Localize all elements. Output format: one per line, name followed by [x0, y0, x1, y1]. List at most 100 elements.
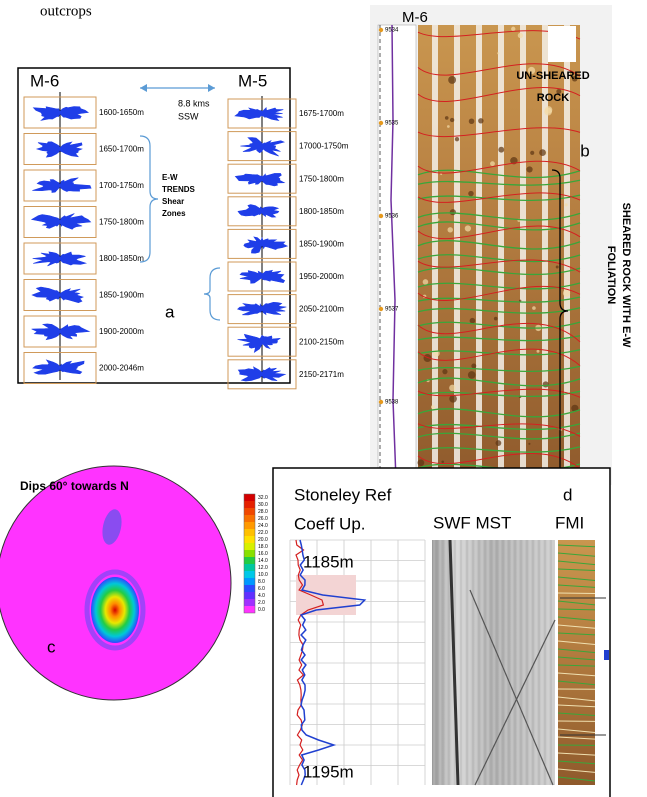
- depth-label: 1950-2000m: [299, 272, 344, 281]
- note-text: TRENDS: [162, 185, 196, 194]
- fmi-trace: [557, 632, 596, 636]
- rose-box: [23, 279, 97, 311]
- texture: [430, 405, 435, 409]
- texture: [417, 459, 425, 467]
- texture: [517, 32, 524, 39]
- texture: [556, 88, 562, 94]
- colorbar-label: 0.0: [258, 607, 265, 613]
- depth-marker: [378, 306, 384, 312]
- foliation-trace: [417, 307, 581, 314]
- texture: [453, 33, 457, 37]
- texture: [446, 125, 450, 128]
- texture: [444, 116, 449, 120]
- colorbar-swatch: [244, 522, 255, 529]
- fmi-trace: [557, 624, 596, 629]
- rose-diagram: [35, 141, 83, 158]
- texture: [564, 203, 568, 207]
- texture: [527, 66, 536, 75]
- colorbar-swatch: [244, 592, 255, 599]
- texture: [536, 349, 540, 353]
- texture: [532, 306, 536, 310]
- well-label: M-6: [30, 71, 59, 90]
- fmi-trace: [557, 752, 596, 756]
- depth-label: 2150-2171m: [299, 370, 344, 379]
- texture: [454, 137, 460, 142]
- texture: [497, 52, 500, 55]
- texture: [544, 107, 552, 116]
- foliation-trace: [417, 239, 581, 250]
- foliation-trace: [417, 296, 581, 303]
- texture: [441, 460, 445, 464]
- rose-box: [23, 206, 97, 238]
- depth-label: 1650-1700m: [99, 145, 144, 154]
- rose-diagram: [237, 333, 281, 353]
- depth-mark: 9535: [385, 121, 399, 127]
- depth-label: 1750-1800m: [299, 174, 344, 183]
- rose-diagram: [30, 213, 92, 230]
- wave-arrival: [469, 589, 554, 786]
- depth-label: 1850-1900m: [99, 291, 144, 300]
- fracture-trace: [417, 423, 581, 437]
- fmi-trace: [557, 584, 596, 588]
- foliation-trace: [417, 169, 581, 179]
- texture: [542, 381, 549, 388]
- foliation-trace: [417, 390, 581, 398]
- fmi-trace: [557, 576, 596, 581]
- zone-label: UN-SHEARED: [516, 70, 589, 82]
- depth-label: 1600-1650m: [99, 108, 144, 117]
- zone-label: FOLIATION: [605, 246, 617, 305]
- fmi-trace: [557, 544, 596, 548]
- colorbar-label: 2.0: [258, 600, 265, 606]
- note-text: Shear: [162, 197, 184, 206]
- rose-diagram: [32, 177, 92, 193]
- colorbar-swatch: [244, 536, 255, 543]
- colorbar-swatch: [244, 557, 255, 564]
- zone-label: ROCK: [537, 92, 569, 104]
- fracture-trace: [417, 192, 581, 203]
- rose-box: [227, 163, 297, 194]
- fracture-trace: [417, 388, 581, 398]
- texture: [464, 225, 471, 232]
- rose-diagram: [243, 236, 289, 254]
- colorbar-label: 26.0: [258, 516, 268, 522]
- texture: [495, 440, 502, 446]
- rose-box: [23, 242, 97, 275]
- fracture-trace: [417, 160, 581, 174]
- depth-label: 1800-1850m: [99, 254, 144, 263]
- depth-label: 17000-1750m: [299, 142, 349, 151]
- foliation-trace: [417, 179, 581, 186]
- rose-diagram: [237, 204, 280, 218]
- panel-label: b: [580, 141, 589, 160]
- blank-patch: [548, 26, 576, 62]
- depth-marker: [378, 27, 384, 33]
- texture: [468, 118, 475, 125]
- fracture-trace: [417, 63, 581, 77]
- rose-diagram: [31, 286, 84, 304]
- rose-box: [227, 359, 297, 390]
- marker: [604, 650, 609, 660]
- texture: [530, 150, 535, 155]
- texture: [422, 279, 429, 285]
- rose-diagram: [31, 323, 91, 341]
- panel-title: Coeff Up.: [294, 514, 366, 533]
- depth-label: 1185m: [303, 552, 354, 571]
- fracture-trace: [417, 127, 581, 138]
- bracket: [139, 135, 159, 263]
- foliation-trace: [417, 321, 581, 329]
- fmi-trace: [557, 680, 596, 686]
- fmi-trace: [557, 704, 596, 708]
- depth-label: 1195m: [303, 762, 354, 781]
- texture: [467, 371, 476, 379]
- colorbar-swatch: [244, 585, 255, 592]
- texture: [555, 265, 559, 269]
- foliation-trace: [417, 335, 581, 342]
- fmi-trace: [557, 656, 596, 661]
- fmi-trace: [557, 712, 596, 716]
- contour: [102, 509, 122, 545]
- foliation-trace: [417, 212, 581, 221]
- colorbar-label: 32.0: [258, 495, 268, 501]
- rose-box: [227, 131, 297, 162]
- panel-label: d: [563, 485, 572, 504]
- texture: [493, 316, 498, 321]
